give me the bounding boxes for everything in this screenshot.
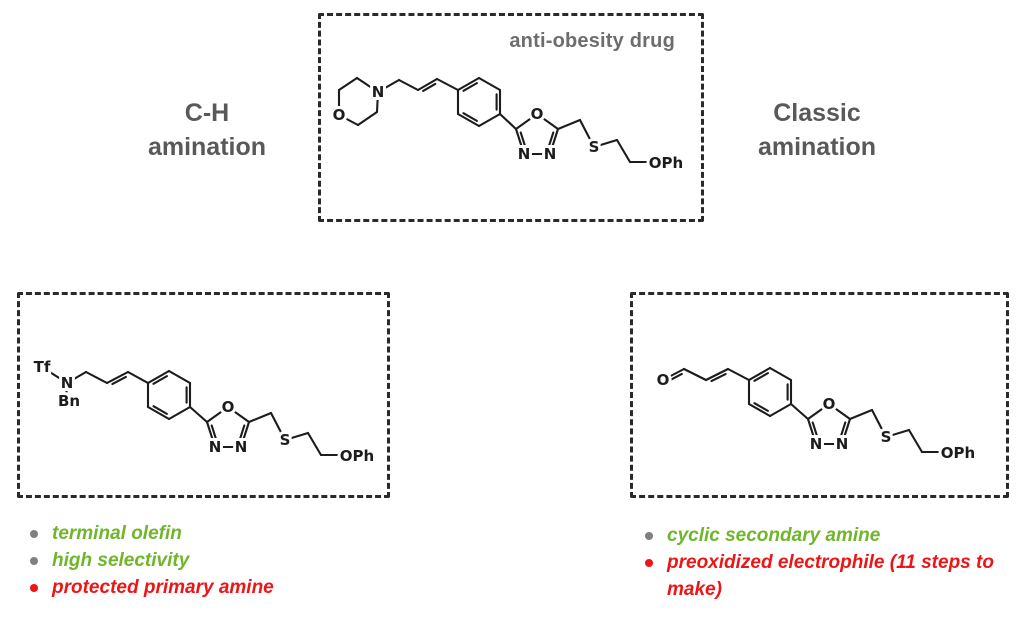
classic-amination-points-list: cyclic secondary amine preoxidized elect… — [645, 522, 997, 603]
point-text: protected primary amine — [52, 577, 274, 598]
atom-label-N: N — [372, 83, 385, 101]
atom-label-OPh: OPh — [941, 444, 975, 462]
atom-label-S: S — [881, 428, 892, 446]
list-item: protected primary amine — [30, 574, 360, 601]
point-text: terminal olefin — [52, 523, 182, 544]
ch-amination-heading-line1: C-H — [184, 99, 230, 127]
atom-label-OPh: OPh — [340, 447, 374, 465]
bullet-dot — [645, 559, 653, 567]
atom-label-N: N — [209, 438, 222, 456]
atom-label-N: N — [810, 435, 823, 453]
classic-amination-heading: Classic amination — [726, 96, 908, 164]
point-text: high selectivity — [52, 550, 190, 571]
list-item: preoxidized electrophile (11 steps to ma… — [645, 549, 997, 603]
drug-tag-label: anti-obesity drug — [509, 30, 675, 52]
atom-label-N: N — [235, 438, 248, 456]
atom-label-Bn: Bn — [58, 392, 80, 410]
bullet-dot — [30, 584, 38, 592]
atom-label-O: O — [222, 398, 235, 416]
bullet-dot — [30, 557, 38, 565]
atom-label-S: S — [589, 138, 600, 156]
atom-label-O: O — [823, 395, 836, 413]
point-text: cyclic secondary amine — [667, 525, 881, 546]
atom-label-OPh: OPh — [649, 154, 683, 172]
atom-label-O: O — [333, 106, 346, 124]
ch-amination-points-list: terminal olefin high selectivity protect… — [30, 520, 360, 601]
classic-amination-heading-line2: amination — [757, 133, 877, 161]
classic-precursor-molecule-structure: O O NN S OPh — [654, 366, 978, 465]
atom-label-N: N — [836, 435, 849, 453]
ch-amination-heading: C-H amination — [118, 96, 296, 164]
atom-label-N: N — [61, 374, 74, 392]
atom-label-S: S — [280, 431, 291, 449]
bullet-dot — [645, 532, 653, 540]
atom-label-N: N — [544, 145, 557, 163]
drug-structure-box: anti-obesity drug N O O N N S OPh — [318, 13, 704, 222]
list-item: terminal olefin — [30, 520, 360, 547]
ch-precursor-box: Tf N Bn O N N S OPh — [17, 292, 390, 498]
atom-label-N: N — [518, 145, 531, 163]
atom-label-O: O — [657, 371, 670, 389]
classic-amination-heading-line1: Classic — [773, 99, 861, 127]
classic-precursor-box: O O N N S OPh — [630, 292, 1009, 498]
point-text: preoxidized electrophile (11 steps to ma… — [667, 552, 994, 600]
ch-amination-heading-line2: amination — [147, 133, 267, 161]
list-item: high selectivity — [30, 547, 360, 574]
atom-label-O: O — [531, 105, 544, 123]
atom-label-Tf: Tf — [34, 358, 51, 376]
list-item: cyclic secondary amine — [645, 522, 997, 549]
bullet-dot — [30, 530, 38, 538]
